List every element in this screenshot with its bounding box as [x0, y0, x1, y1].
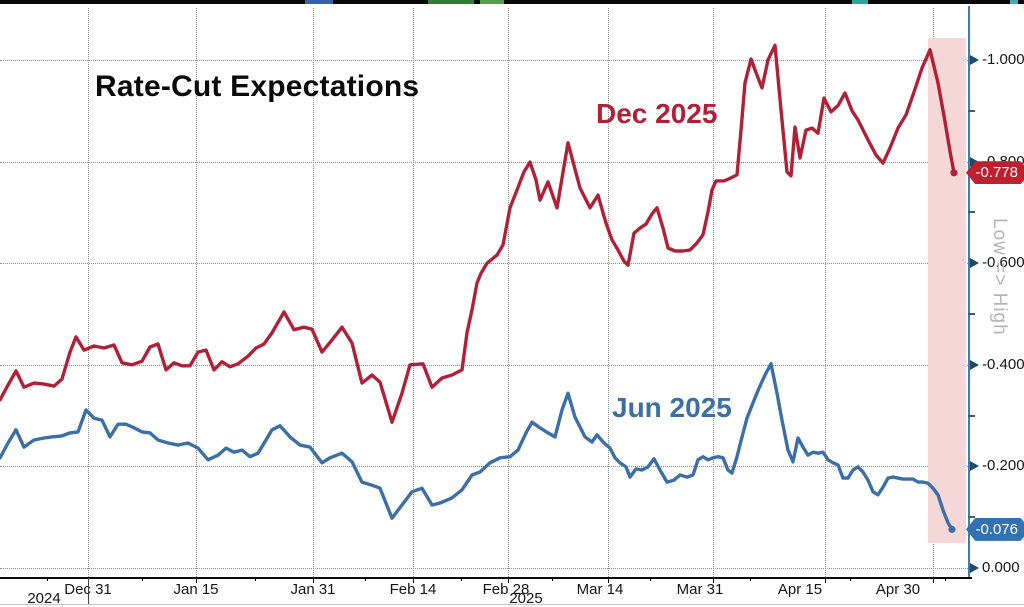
toolbar-fragment — [428, 0, 474, 4]
x-major-tick — [196, 577, 197, 583]
x-minor-tick — [461, 577, 462, 581]
highlight-band — [928, 38, 966, 543]
x-tick-label: Apr 30 — [875, 581, 921, 598]
last-value-badge-dec-2025: -0.778 — [966, 161, 1024, 185]
chart-title: Rate-Cut Expectations — [95, 70, 420, 103]
vertical-gridline — [508, 8, 509, 577]
x-year-label: 2025 — [509, 590, 543, 607]
x-year-label: 2024 — [27, 590, 61, 607]
horizontal-gridline — [0, 161, 968, 163]
vertical-gridline — [825, 8, 826, 577]
vertical-gridline — [608, 8, 609, 577]
x-major-tick — [713, 577, 714, 583]
y-tick-label: -0.400 — [982, 355, 1024, 373]
x-tick-label: Jan 15 — [173, 581, 219, 598]
toolbar-fragment — [480, 0, 504, 4]
x-tick-label: Feb 14 — [389, 581, 437, 598]
y-tick-arrow-icon — [970, 258, 979, 269]
horizontal-gridline — [0, 364, 968, 366]
y-minor-tick — [968, 211, 975, 214]
vertical-gridline — [713, 8, 714, 577]
y-axis-line — [968, 6, 970, 577]
x-major-tick — [933, 577, 934, 583]
x-minor-tick — [850, 577, 851, 581]
y-tick-arrow-icon — [970, 156, 979, 167]
y-axis-title: Low => High — [989, 218, 1010, 336]
last-value-badge-jun-2025: -0.076 — [966, 517, 1024, 541]
x-major-tick — [413, 577, 414, 583]
x-tick-label: Mar 14 — [576, 581, 624, 598]
vertical-gridline — [413, 8, 414, 577]
x-tick-label: Mar 31 — [676, 581, 724, 598]
toolbar-fragment — [1010, 0, 1018, 4]
x-minor-tick — [142, 577, 143, 581]
horizontal-gridline — [0, 263, 968, 265]
x-tick-label: Feb 28 — [482, 581, 530, 598]
vertical-gridline — [313, 8, 314, 577]
y-tick-label: 0.000 — [982, 559, 1020, 576]
y-minor-tick — [968, 313, 975, 315]
series-label-jun-2025: Jun 2025 — [612, 392, 732, 423]
series-endpoint-marker — [950, 169, 958, 177]
x-major-tick — [508, 577, 509, 583]
y-minor-tick — [968, 414, 975, 417]
x-major-tick — [313, 577, 314, 583]
series-label-dec-2025: Dec 2025 — [596, 98, 718, 129]
year-separator-line — [88, 578, 89, 605]
x-axis-line — [0, 577, 972, 579]
bottom-border-line — [0, 604, 1024, 605]
series-line-dec-2025 — [0, 43, 956, 424]
x-minor-tick — [552, 577, 553, 581]
x-tick-label: Apr 15 — [777, 581, 823, 598]
y-tick-arrow-icon — [970, 55, 979, 65]
x-major-tick — [825, 577, 826, 583]
x-minor-tick — [650, 577, 651, 581]
y-tick-label: -1.000 — [982, 51, 1024, 68]
toolbar-fragment — [305, 0, 333, 4]
y-tick-arrow-icon — [970, 563, 979, 573]
y-minor-tick — [968, 109, 975, 112]
series-line-jun-2025 — [0, 362, 954, 532]
x-minor-tick — [365, 577, 366, 581]
x-major-tick — [608, 577, 609, 583]
x-minor-tick — [750, 577, 751, 581]
vertical-gridline — [88, 8, 89, 577]
y-tick-arrow-icon — [970, 461, 979, 472]
x-minor-tick — [255, 577, 256, 581]
y-tick-label: -0.200 — [982, 457, 1024, 475]
x-minor-tick — [945, 577, 946, 581]
horizontal-gridline — [0, 60, 968, 61]
x-minor-tick — [47, 577, 48, 581]
y-minor-tick — [968, 516, 975, 519]
vertical-gridline — [196, 8, 197, 577]
toolbar-remnant-strip — [0, 0, 1024, 4]
toolbar-fragment — [852, 0, 868, 4]
horizontal-gridline — [0, 568, 968, 569]
y-tick-arrow-icon — [970, 359, 979, 370]
y-tick-label: -0.600 — [982, 254, 1024, 272]
x-tick-label: Jan 31 — [290, 581, 336, 598]
series-endpoint-marker — [948, 525, 956, 534]
